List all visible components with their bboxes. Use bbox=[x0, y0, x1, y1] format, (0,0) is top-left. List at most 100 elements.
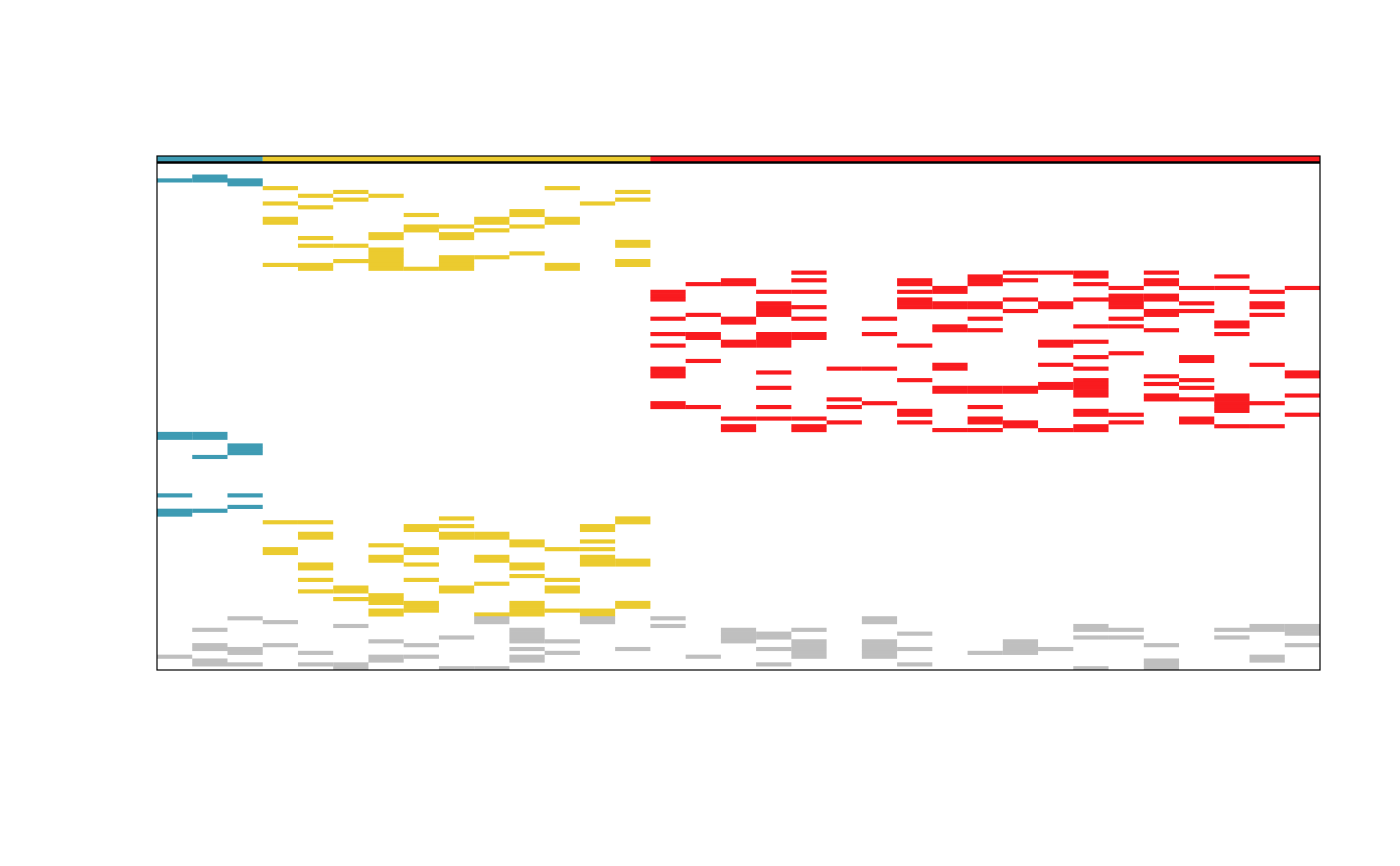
heatmap-cell bbox=[1284, 412, 1320, 417]
heatmap-cell bbox=[1143, 282, 1180, 287]
heatmap-cell bbox=[403, 547, 439, 552]
heatmap-cell bbox=[720, 424, 757, 429]
heatmap-cell bbox=[967, 416, 1003, 421]
heatmap-cell bbox=[861, 401, 898, 406]
heatmap-cell bbox=[1249, 623, 1285, 629]
heatmap-cell bbox=[1214, 401, 1250, 406]
heatmap-cell bbox=[333, 585, 369, 590]
heatmap-cell bbox=[861, 650, 898, 655]
heatmap-cell bbox=[509, 224, 545, 229]
heatmap-cell bbox=[1214, 393, 1250, 398]
heatmap-cell bbox=[1073, 412, 1109, 417]
heatmap-cell bbox=[579, 562, 616, 567]
heatmap-cell bbox=[438, 232, 475, 237]
heatmap-cell bbox=[932, 366, 968, 371]
heatmap-cell bbox=[650, 401, 686, 406]
heatmap-cell bbox=[297, 589, 334, 594]
heatmap-cell bbox=[438, 224, 475, 229]
heatmap-cell bbox=[897, 343, 933, 348]
heatmap-cell bbox=[403, 266, 439, 271]
heatmap-cell bbox=[1143, 278, 1180, 283]
heatmap-cell bbox=[403, 524, 439, 529]
heatmap-cell bbox=[438, 259, 475, 264]
heatmap-cell bbox=[1073, 389, 1109, 394]
heatmap-cell bbox=[544, 585, 580, 590]
heatmap-cell bbox=[720, 339, 757, 344]
heatmap-cell bbox=[403, 577, 439, 582]
heatmap-cell bbox=[1038, 381, 1074, 387]
heatmap-cell bbox=[1073, 270, 1109, 275]
heatmap-cell bbox=[157, 493, 193, 498]
heatmap-cell bbox=[368, 259, 404, 264]
heatmap-cell bbox=[474, 616, 510, 621]
heatmap-cell bbox=[192, 662, 228, 667]
heatmap-cell bbox=[791, 428, 827, 433]
heatmap-cell bbox=[1038, 385, 1074, 390]
heatmap-cell bbox=[1284, 285, 1320, 291]
heatmap-cell bbox=[509, 539, 545, 544]
heatmap-cell bbox=[509, 212, 545, 218]
heatmap-cell bbox=[756, 332, 792, 337]
heatmap-cell bbox=[509, 209, 545, 214]
heatmap-cell bbox=[544, 650, 580, 655]
heatmap-cell bbox=[1179, 397, 1215, 402]
heatmap-cell bbox=[227, 616, 263, 621]
heatmap-cell bbox=[474, 255, 510, 260]
plot-frame bbox=[156, 155, 1321, 671]
heatmap-cell bbox=[1284, 623, 1320, 629]
heatmap-cell bbox=[1179, 301, 1215, 306]
heatmap-cell bbox=[967, 650, 1003, 655]
heatmap-cell bbox=[932, 285, 968, 291]
heatmap-cell bbox=[897, 412, 933, 417]
heatmap-cell bbox=[720, 428, 757, 433]
heatmap-cell bbox=[932, 289, 968, 294]
heatmap-cell bbox=[368, 654, 404, 659]
heatmap-cell bbox=[1073, 428, 1109, 433]
heatmap-cell bbox=[1249, 289, 1285, 294]
heatmap-cell bbox=[1002, 424, 1039, 429]
heatmap-cell bbox=[509, 600, 545, 605]
heatmap-cell bbox=[615, 259, 651, 264]
heatmap-cell bbox=[791, 335, 827, 340]
heatmap-cell bbox=[756, 335, 792, 340]
heatmap-cell bbox=[967, 428, 1003, 433]
heatmap-cell bbox=[297, 235, 334, 241]
heatmap-cell bbox=[861, 643, 898, 648]
heatmap-cell bbox=[650, 366, 686, 371]
heatmap-cell bbox=[1143, 270, 1180, 275]
heatmap-cell bbox=[403, 643, 439, 648]
heatmap-cell bbox=[1249, 305, 1285, 310]
heatmap-cell bbox=[650, 374, 686, 379]
heatmap-cell bbox=[897, 297, 933, 302]
heatmap-cell bbox=[1073, 297, 1109, 302]
heatmap-cell bbox=[262, 186, 298, 191]
heatmap-cell bbox=[544, 577, 580, 582]
heatmap-cell bbox=[1073, 627, 1109, 632]
heatmap-cell bbox=[897, 646, 933, 652]
heatmap-cell bbox=[544, 639, 580, 644]
heatmap-cell bbox=[297, 662, 334, 667]
heatmap-cell bbox=[1179, 416, 1215, 421]
heatmap-cell bbox=[1002, 278, 1039, 283]
heatmap-cell bbox=[262, 520, 298, 525]
heatmap-cell bbox=[897, 631, 933, 636]
heatmap-cell bbox=[720, 631, 757, 636]
heatmap-cell bbox=[474, 612, 510, 617]
heatmap-cell bbox=[1038, 428, 1074, 433]
heatmap-cell bbox=[826, 366, 862, 371]
heatmap-cell bbox=[157, 435, 193, 440]
heatmap-cell bbox=[1143, 293, 1180, 298]
heatmap-cell bbox=[403, 604, 439, 609]
heatmap-cell bbox=[509, 608, 545, 613]
heatmap-cell bbox=[509, 654, 545, 659]
heatmap-cell bbox=[720, 627, 757, 632]
heatmap-cell bbox=[368, 266, 404, 271]
heatmap-cell bbox=[1002, 643, 1039, 648]
heatmap-cell bbox=[756, 646, 792, 652]
heatmap-cell bbox=[861, 654, 898, 659]
heatmap-cell bbox=[1073, 385, 1109, 390]
heatmap-cell bbox=[262, 262, 298, 267]
heatmap-cell bbox=[1249, 424, 1285, 429]
heatmap-cell bbox=[1143, 312, 1180, 317]
